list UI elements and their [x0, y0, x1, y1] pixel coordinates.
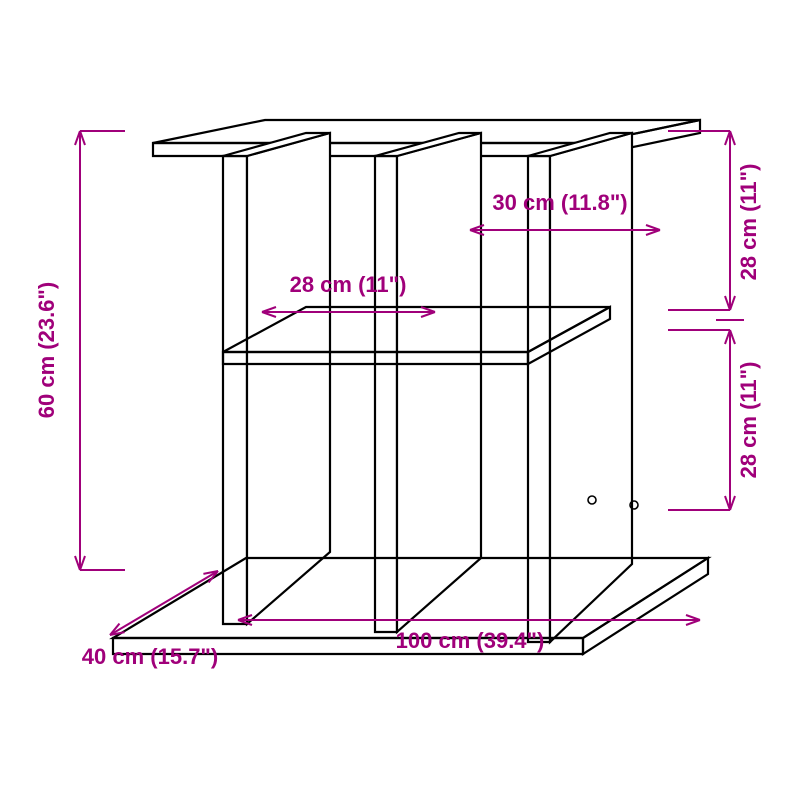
dimension-shelf-span: 30 cm (11.8"): [492, 190, 627, 215]
dimension-height-total: 60 cm (23.6"): [34, 282, 59, 418]
dimension-depth: 40 cm (15.7"): [82, 644, 218, 669]
dimension-height-upper: 28 cm (11"): [736, 164, 761, 281]
dimensioned-furniture-diagram: 60 cm (23.6") 28 cm (11") 28 cm (11") 28 cm…: [0, 0, 800, 800]
dimension-height-lower: 28 cm (11"): [736, 362, 761, 479]
dimension-width: 100 cm (39.4"): [396, 628, 545, 653]
dimension-shelf-width: 28 cm (11"): [290, 272, 407, 297]
